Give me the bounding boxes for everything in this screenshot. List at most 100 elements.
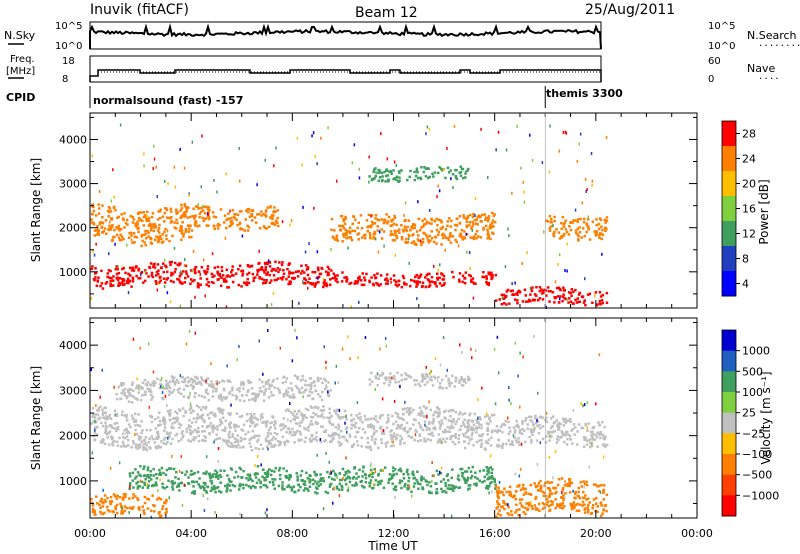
velocity-colorbar-tick-0: 1000 <box>742 345 770 358</box>
velocity-colorbar-tick-7: −1000 <box>742 489 779 502</box>
power-y-tick-0: 1000 <box>59 266 87 279</box>
freq-left-label-2: [MHz] <box>6 66 35 77</box>
velocity-band-0 <box>90 404 497 452</box>
noise-left-label: N.Sky <box>4 29 36 42</box>
power-band-7 <box>545 215 609 242</box>
power-colorbar-tick-2: 20 <box>742 178 756 191</box>
velocity-sparse-scatter <box>90 328 605 519</box>
power-y-axis-label: Slant Range [km] <box>29 158 43 262</box>
power-band-2 <box>90 260 333 290</box>
velocity-band-2 <box>368 371 471 390</box>
power-y-tick-3: 4000 <box>59 133 87 146</box>
noise-right-tick-bottom: 10^0 <box>708 41 735 52</box>
velocity-band-1 <box>115 374 332 404</box>
power-colorbar: 28 24 20 16 12 8 4 <box>721 120 756 297</box>
power-y-tick-1: 2000 <box>59 222 87 235</box>
velocity-band-4 <box>90 493 168 518</box>
power-colorbar-swatch-5 <box>722 246 736 272</box>
velocity-colorbar-tick-6: −500 <box>742 469 772 482</box>
x-tick-0: 00:00 <box>74 527 106 540</box>
velocity-colorbar-swatch-4 <box>722 412 736 434</box>
velocity-panel: 1000 2000 3000 4000 Slant Range [km] <box>29 317 698 519</box>
noise-right-tick-top: 10^5 <box>708 21 735 32</box>
velocity-colorbar-label: Velocity [m s⁻¹] <box>759 371 773 464</box>
velocity-colorbar-swatch-0 <box>722 330 736 352</box>
date-title: 25/Aug/2011 <box>585 2 675 18</box>
x-tick-3: 12:00 <box>378 527 410 540</box>
velocity-colorbar-swatch-1 <box>722 350 736 372</box>
power-band-0 <box>90 203 194 248</box>
x-tick-5: 20:00 <box>580 527 612 540</box>
noise-left-tick-bottom: 10^0 <box>55 41 82 52</box>
power-colorbar-swatch-6 <box>722 271 736 297</box>
x-tick-2: 08:00 <box>276 527 308 540</box>
x-axis-label: Time UT <box>367 539 418 553</box>
freq-left-tick-top: 18 <box>62 56 75 67</box>
x-tick-6: 00:00 <box>681 527 713 540</box>
beam-title: Beam 12 <box>355 5 418 21</box>
power-colorbar-tick-6: 4 <box>742 278 749 291</box>
velocity-y-tick-1: 2000 <box>59 430 87 443</box>
velocity-colorbar-tick-4: −25 <box>742 427 765 440</box>
velocity-colorbar-swatch-7 <box>722 474 736 496</box>
power-colorbar-swatch-4 <box>722 221 736 247</box>
velocity-colorbar-tick-2: 100 <box>742 386 763 399</box>
velocity-colorbar-tick-3: 25 <box>742 407 756 420</box>
velocity-colorbar-swatch-2 <box>722 371 736 393</box>
power-colorbar-swatch-1 <box>722 146 736 172</box>
velocity-y-tick-2: 3000 <box>59 384 87 397</box>
power-panel: 1000 2000 3000 4000 Slant Range [km] <box>29 112 698 309</box>
power-y-tick-2: 3000 <box>59 178 87 191</box>
frequency-panel: Freq. [MHz] 18 8 60 0 Nave .... <box>6 54 780 85</box>
station-title: Inuvik (fitACF) <box>90 2 189 18</box>
velocity-colorbar: 1000 500 100 25 −25 −100 −500 −1000 <box>721 329 779 517</box>
power-colorbar-tick-1: 24 <box>742 153 756 166</box>
power-scatter-area <box>90 123 609 309</box>
power-band-3 <box>330 211 497 247</box>
power-band-4 <box>331 270 498 289</box>
power-colorbar-label: Power [dB] <box>757 179 771 244</box>
power-band-6 <box>495 286 609 307</box>
power-band-5 <box>368 165 470 183</box>
freq-right-dots: .... <box>758 72 780 82</box>
freq-right-tick-bottom: 0 <box>708 74 714 85</box>
x-tick-1: 04:00 <box>175 527 207 540</box>
velocity-scatter-area <box>90 328 609 519</box>
power-colorbar-swatch-3 <box>722 196 736 222</box>
noise-right-dots: ........ <box>758 39 800 49</box>
velocity-band-3 <box>128 465 497 495</box>
velocity-y-tick-3: 4000 <box>59 339 87 352</box>
power-colorbar-tick-0: 28 <box>742 128 756 141</box>
x-tick-4: 16:00 <box>479 527 511 540</box>
freq-left-label-1: Freq. <box>10 54 35 65</box>
freq-right-label: Nave <box>747 62 775 75</box>
velocity-y-axis-label: Slant Range [km] <box>29 366 43 470</box>
power-colorbar-tick-3: 16 <box>742 203 756 216</box>
noise-right-label: N.Search <box>747 29 797 42</box>
power-colorbar-tick-4: 12 <box>742 228 756 241</box>
power-band-1 <box>191 205 280 232</box>
freq-right-tick-top: 60 <box>708 56 721 67</box>
cpid-label: CPID <box>6 91 35 104</box>
velocity-y-tick-0: 1000 <box>59 475 87 488</box>
velocity-colorbar-swatch-3 <box>722 392 736 414</box>
cpid-mode-1: normalsound (fast) -157 <box>93 94 243 107</box>
noise-trace <box>89 23 602 50</box>
velocity-band-6 <box>495 414 609 449</box>
noise-panel: N.Sky 10^5 10^0 10^5 10^0 N.Search .....… <box>4 21 800 52</box>
freq-left-tick-bottom: 8 <box>62 74 68 85</box>
velocity-colorbar-swatch-5 <box>722 433 736 455</box>
power-colorbar-swatch-0 <box>722 121 736 147</box>
x-axis-tick-labels: 00:00 04:00 08:00 12:00 16:00 20:00 00:00 <box>74 527 713 540</box>
noise-left-tick-top: 10^5 <box>55 21 82 32</box>
cpid-mode-2: themis 3300 <box>546 87 623 100</box>
velocity-colorbar-tick-5: −100 <box>742 448 772 461</box>
velocity-colorbar-swatch-6 <box>722 454 736 476</box>
velocity-band-5 <box>494 477 609 518</box>
velocity-colorbar-swatch-8 <box>722 495 736 517</box>
power-sparse-scatter <box>90 123 608 309</box>
power-colorbar-tick-5: 8 <box>742 253 749 266</box>
cpid-panel: CPID normalsound (fast) -157 themis 3300 <box>6 86 623 108</box>
velocity-colorbar-tick-1: 500 <box>742 365 763 378</box>
